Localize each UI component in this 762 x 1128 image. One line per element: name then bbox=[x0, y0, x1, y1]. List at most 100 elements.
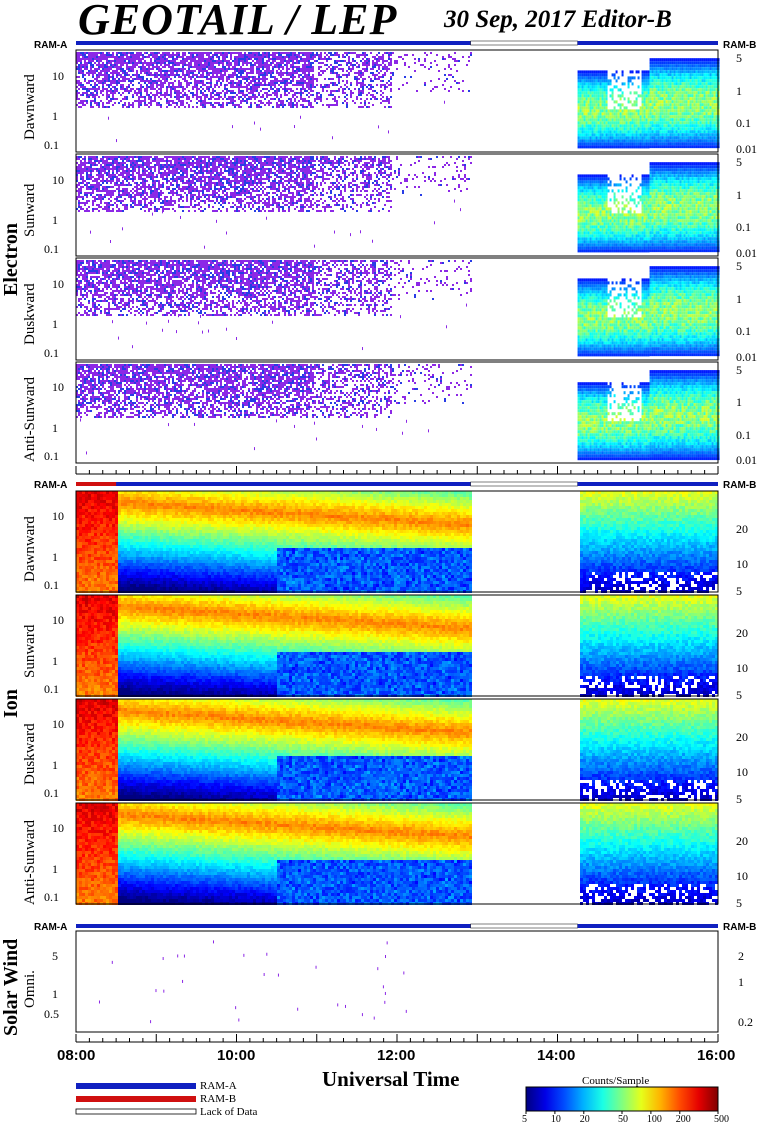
panel-i-dusk bbox=[76, 699, 718, 801]
legend-ram-b: RAM-B bbox=[200, 1093, 236, 1105]
i-dawn-rtick-2: 5 bbox=[736, 584, 742, 599]
panel-i-dawn bbox=[76, 491, 718, 593]
ram-b-label-ion: RAM-B bbox=[723, 480, 756, 491]
i-sun-ytick-0: 10 bbox=[52, 613, 64, 628]
i-dusk-rtick-2: 5 bbox=[736, 792, 742, 807]
panel-e-sun-label: Sunward bbox=[22, 184, 39, 237]
i-anti-ytick-2: 0.1 bbox=[44, 890, 59, 905]
panel-sw-label: Omni. bbox=[22, 970, 39, 1008]
panel-i-dawn-label: Dawnward bbox=[22, 516, 39, 582]
status-ion-ram-b bbox=[76, 482, 116, 486]
e-dusk-ytick-2: 0.1 bbox=[44, 346, 59, 361]
e-dusk-ytick-0: 10 bbox=[52, 277, 64, 292]
e-dusk-rtick-1: 1 bbox=[736, 292, 742, 307]
i-anti-ytick-0: 10 bbox=[52, 821, 64, 836]
panel-i-sun-label: Sunward bbox=[22, 625, 39, 678]
colorbar-tick-6: 500 bbox=[714, 1114, 729, 1125]
panel-i-anti-label: Anti-Sunward bbox=[22, 820, 39, 905]
i-dawn-rtick-0: 20 bbox=[736, 522, 748, 537]
colorbar-tick-3: 50 bbox=[618, 1114, 628, 1125]
legend-lack-of-data: Lack of Data bbox=[200, 1106, 257, 1118]
panel-e-dawn-label: Dawnward bbox=[22, 74, 39, 140]
e-anti-ytick-2: 0.1 bbox=[44, 449, 59, 464]
e-sun-ytick-1: 1 bbox=[52, 213, 58, 228]
i-dawn-rtick-1: 10 bbox=[736, 557, 748, 572]
status-ion-lack bbox=[471, 482, 578, 486]
i-dawn-ytick-1: 1 bbox=[52, 550, 58, 565]
colorbar-tick-4: 100 bbox=[647, 1114, 662, 1125]
e-anti-rtick-1: 1 bbox=[736, 395, 742, 410]
i-dawn-ytick-2: 0.1 bbox=[44, 578, 59, 593]
status-electron-lack bbox=[471, 41, 578, 45]
colorbar-tick-1: 10 bbox=[551, 1114, 561, 1125]
e-dawn-rtick-1: 1 bbox=[736, 84, 742, 99]
e-sun-ytick-0: 10 bbox=[52, 173, 64, 188]
e-dusk-rtick-2: 0.1 bbox=[736, 324, 751, 339]
e-anti-rtick-0: 5 bbox=[736, 363, 742, 378]
i-dusk-rtick-1: 10 bbox=[736, 765, 748, 780]
e-dawn-ytick-0: 10 bbox=[52, 69, 64, 84]
time-tick-1000: 10:00 bbox=[217, 1047, 255, 1064]
i-dawn-ytick-0: 10 bbox=[52, 509, 64, 524]
colorbar bbox=[526, 1087, 718, 1111]
legend-swatch-ram-a bbox=[76, 1083, 196, 1089]
i-anti-rtick-2: 5 bbox=[736, 896, 742, 911]
e-dawn-rtick-0: 5 bbox=[736, 51, 742, 66]
e-dawn-ytick-1: 1 bbox=[52, 109, 58, 124]
i-dusk-ytick-1: 1 bbox=[52, 758, 58, 773]
i-dusk-ytick-0: 10 bbox=[52, 717, 64, 732]
sw-rtick-1: 1 bbox=[738, 975, 744, 990]
e-sun-rtick-1: 1 bbox=[736, 188, 742, 203]
sw-ytick-0: 5 bbox=[52, 949, 58, 964]
e-sun-rtick-2: 0.1 bbox=[736, 220, 751, 235]
sw-rtick-0: 2 bbox=[738, 949, 744, 964]
x-axis-title: Universal Time bbox=[322, 1067, 459, 1092]
sw-ytick-2: 0.5 bbox=[44, 1007, 59, 1022]
i-sun-rtick-0: 20 bbox=[736, 626, 748, 641]
time-tick-0800: 08:00 bbox=[57, 1047, 95, 1064]
panel-e-dawn bbox=[76, 50, 720, 152]
panel-e-anti bbox=[76, 362, 720, 463]
status-ion-ram-a-2 bbox=[578, 482, 718, 486]
group-electron-label: Electron bbox=[0, 223, 23, 296]
i-sun-ytick-1: 1 bbox=[52, 654, 58, 669]
legend-ram-a: RAM-A bbox=[200, 1080, 237, 1092]
panel-e-anti-label: Anti-Sunward bbox=[22, 377, 39, 462]
sw-rtick-2: 0.2 bbox=[738, 1015, 753, 1030]
panel-i-dusk-label: Duskward bbox=[22, 723, 39, 785]
i-anti-rtick-0: 20 bbox=[736, 834, 748, 849]
panel-e-dusk-label: Duskward bbox=[22, 283, 39, 345]
panel-i-sun bbox=[76, 595, 718, 697]
ram-a-label-ion: RAM-A bbox=[34, 480, 67, 491]
e-anti-rtick-2: 0.1 bbox=[736, 428, 751, 443]
e-anti-ytick-0: 10 bbox=[52, 380, 64, 395]
status-electron-ram-a-2 bbox=[578, 41, 718, 45]
i-sun-rtick-2: 5 bbox=[736, 688, 742, 703]
e-dawn-ytick-2: 0.1 bbox=[44, 138, 59, 153]
figure-title: GEOTAIL / LEP bbox=[78, 0, 397, 45]
e-sun-ytick-2: 0.1 bbox=[44, 242, 59, 257]
panel-i-anti bbox=[76, 803, 718, 905]
status-ion-ram-a-1 bbox=[76, 482, 471, 486]
e-anti-ytick-1: 1 bbox=[52, 421, 58, 436]
ram-b-label-sw: RAM-B bbox=[723, 922, 756, 933]
e-sun-rtick-0: 5 bbox=[736, 155, 742, 170]
panel-e-sun bbox=[76, 154, 720, 256]
i-anti-ytick-1: 1 bbox=[52, 862, 58, 877]
status-sw-ram-a-2 bbox=[578, 924, 718, 928]
i-sun-rtick-1: 10 bbox=[736, 661, 748, 676]
i-dusk-ytick-2: 0.1 bbox=[44, 786, 59, 801]
colorbar-tick-0: 5 bbox=[522, 1114, 527, 1125]
i-anti-rtick-1: 10 bbox=[736, 869, 748, 884]
panel-sw bbox=[76, 931, 718, 1032]
legend-swatch-ram-b bbox=[76, 1096, 196, 1102]
group-solarwind-label: Solar Wind bbox=[0, 939, 23, 1036]
legend-swatch-lack bbox=[76, 1109, 196, 1114]
panel-e-dusk bbox=[76, 258, 720, 360]
group-ion-label: Ion bbox=[0, 689, 23, 718]
sw-ytick-1: 1 bbox=[52, 987, 58, 1002]
e-dusk-ytick-1: 1 bbox=[52, 317, 58, 332]
ram-b-label-electron: RAM-B bbox=[723, 40, 756, 51]
colorbar-title: Counts/Sample bbox=[582, 1075, 649, 1087]
